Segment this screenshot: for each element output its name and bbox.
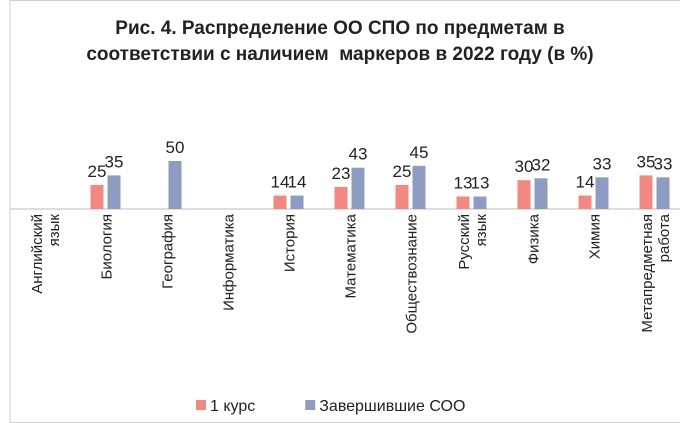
data-label: 35 — [637, 152, 656, 171]
data-label: 13 — [471, 174, 490, 193]
data-label: 23 — [332, 164, 351, 183]
bar — [456, 196, 470, 209]
data-label: 35 — [105, 152, 124, 171]
bar — [290, 195, 304, 209]
data-label: 14 — [288, 173, 307, 192]
bar — [351, 167, 365, 209]
bar — [578, 195, 592, 209]
legend-label: Завершившие СОО — [319, 398, 465, 415]
x-tick-label: История — [281, 214, 298, 273]
bar — [107, 175, 121, 209]
x-tick-label: Химия — [586, 214, 603, 260]
data-label: 30 — [515, 157, 534, 176]
legend-swatch — [196, 400, 206, 410]
bar — [168, 161, 182, 209]
x-tick-label: Английский язык — [28, 214, 63, 294]
x-tick-label: География — [159, 214, 176, 289]
bar — [334, 186, 348, 209]
data-label: 14 — [271, 173, 290, 192]
legend-label: 1 курс — [210, 398, 255, 415]
bar — [90, 185, 104, 209]
bar — [473, 196, 487, 209]
bar — [595, 177, 609, 209]
bar — [517, 180, 531, 209]
data-label: 25 — [393, 162, 412, 181]
bar — [273, 195, 287, 209]
data-label: 13 — [454, 174, 473, 193]
x-tick-label: Обществознание — [403, 214, 420, 334]
data-label: 33 — [593, 154, 612, 173]
x-tick-label: Информатика — [220, 214, 237, 311]
x-tick-label: Математика — [342, 214, 359, 299]
x-tick-label: Биология — [98, 214, 115, 280]
bar — [656, 177, 670, 209]
data-label: 14 — [576, 173, 595, 192]
chart-title: Рис. 4. Распределение ОО СПО по предмета… — [86, 18, 594, 65]
data-label: 45 — [410, 143, 429, 162]
x-tick-label: Русский язык — [455, 214, 490, 270]
bar — [639, 175, 653, 209]
bar — [395, 185, 409, 209]
legend-swatch — [305, 400, 316, 410]
data-label: 25 — [88, 162, 107, 181]
data-label: 33 — [654, 154, 673, 173]
x-tick-label: Метапредметная работа — [638, 214, 673, 333]
x-tick-label: Физика — [525, 214, 542, 265]
bar — [534, 178, 548, 209]
data-label: 32 — [532, 155, 551, 174]
data-label: 43 — [349, 145, 368, 164]
bar — [412, 165, 426, 209]
data-label: 50 — [166, 138, 185, 157]
